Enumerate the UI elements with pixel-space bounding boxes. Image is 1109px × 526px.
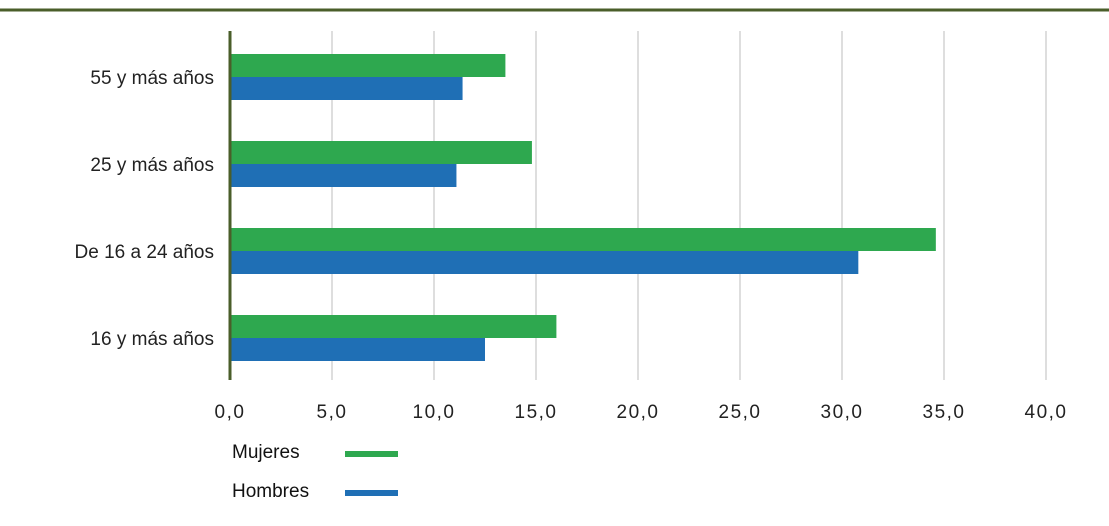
bar-mujeres: Mujeres — De 16 a 24 años: 34.6 xyxy=(230,228,936,251)
bar-mujeres: Mujeres — 16 y más años: 16 xyxy=(230,315,557,338)
category-label: 25 y más años xyxy=(90,155,214,176)
bar-hombres: Hombres — 25 y más años: 11.1 xyxy=(230,164,457,187)
category-label: De 16 a 24 años xyxy=(75,242,214,263)
bar-hombres: Hombres — De 16 a 24 años: 30.8 xyxy=(230,251,859,274)
category-label: 16 y más años xyxy=(90,329,214,350)
x-tick-label: 20,0 xyxy=(617,402,660,423)
x-tick-label: 5,0 xyxy=(317,402,348,423)
x-tick-label: 40,0 xyxy=(1025,402,1068,423)
bar-mujeres: Mujeres — 25 y más años: 14.8 xyxy=(230,141,532,164)
category-label: 55 y más años xyxy=(90,68,214,89)
x-tick-label: 30,0 xyxy=(821,402,864,423)
x-tick-label: 25,0 xyxy=(719,402,762,423)
bar-mujeres: Mujeres — 55 y más años: 13.5 xyxy=(230,54,506,77)
category-labels: 55 y más años 25 y más años De 16 a 24 año… xyxy=(75,68,214,350)
x-tick-label: 15,0 xyxy=(515,402,558,423)
legend-swatch xyxy=(345,451,398,457)
legend: Mujeres Hombres xyxy=(232,442,398,502)
legend-swatch xyxy=(345,490,398,496)
x-tick-label: 0,0 xyxy=(215,402,246,423)
x-tick-label: 35,0 xyxy=(923,402,966,423)
bar-hombres: Hombres — 55 y más años: 11.4 xyxy=(230,77,463,100)
legend-label: Hombres xyxy=(232,481,309,502)
bars: Mujeres — 55 y más años: 13.5Hombres — 5… xyxy=(230,54,936,361)
x-axis-tick-labels: 0,0 5,0 10,0 15,0 20,0 25,0 30,0 35,0 40,0 xyxy=(215,402,1068,423)
legend-label: Mujeres xyxy=(232,442,300,463)
x-tick-label: 10,0 xyxy=(413,402,456,423)
bar-hombres: Hombres — 16 y más años: 12.5 xyxy=(230,338,485,361)
